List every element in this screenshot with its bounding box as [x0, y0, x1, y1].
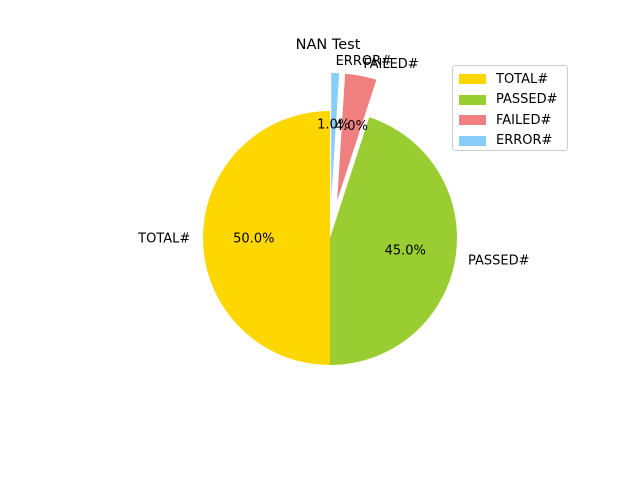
legend-label-total: TOTAL# — [496, 71, 549, 87]
pie-slice-failed — [337, 73, 377, 201]
pie-value-label-error: 1.0% — [317, 117, 350, 132]
legend-swatch-total — [459, 74, 486, 85]
pie-category-label-total: TOTAL# — [137, 232, 190, 247]
legend-label-failed: FAILED# — [496, 112, 552, 128]
legend: TOTAL# PASSED# FAILED# ERROR# — [452, 65, 568, 151]
legend-swatch-passed — [459, 94, 486, 105]
legend-swatch-failed — [459, 115, 486, 126]
pie-value-label-passed: 45.0% — [385, 243, 426, 258]
pie-category-label-passed: PASSED# — [468, 253, 530, 268]
pie-category-label-error: ERROR# — [336, 54, 392, 69]
legend-entry-total: TOTAL# — [459, 69, 567, 90]
pie-value-label-failed: 4.0% — [335, 119, 368, 134]
pie-value-label-total: 50.0% — [233, 232, 274, 247]
chart-title: NAN Test — [296, 37, 361, 53]
legend-entry-error: ERROR# — [459, 131, 567, 152]
legend-swatch-error — [459, 135, 486, 146]
legend-entry-failed: FAILED# — [459, 110, 567, 131]
pie-slice-error — [331, 72, 340, 200]
legend-entry-passed: PASSED# — [459, 90, 567, 111]
legend-label-passed: PASSED# — [496, 92, 558, 108]
pie-slice-total — [203, 111, 330, 365]
pie-slice-passed — [330, 117, 457, 365]
pie-labels: 50.0% TOTAL# 45.0% PASSED# 4.0% FAILED# 1.0% ER… — [137, 54, 529, 269]
legend-label-error: ERROR# — [496, 133, 553, 149]
pie-category-label-failed: FAILED# — [363, 57, 418, 72]
pie-slices — [203, 72, 457, 365]
